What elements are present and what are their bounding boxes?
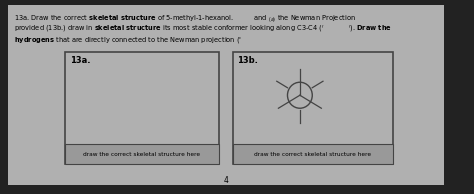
Text: 13b.: 13b. <box>237 56 258 65</box>
Text: $\bf{hydrogens}$ that are directly connected to the Newman projection (': $\bf{hydrogens}$ that are directly conne… <box>14 35 242 45</box>
FancyBboxPatch shape <box>8 5 444 185</box>
FancyBboxPatch shape <box>65 52 219 164</box>
Text: draw the correct skeletal structure here: draw the correct skeletal structure here <box>254 152 371 157</box>
Text: draw the correct skeletal structure here: draw the correct skeletal structure here <box>83 152 201 157</box>
FancyBboxPatch shape <box>233 52 393 164</box>
Text: provided (13b.) draw in $\bf{skeletal\ structure}$ its most stable conformer loo: provided (13b.) draw in $\bf{skeletal\ s… <box>14 24 392 35</box>
FancyBboxPatch shape <box>233 144 393 164</box>
Text: 13a. Draw the correct $\bf{skeletal\ structure}$ of 5-methyl-1-hexanol.         : 13a. Draw the correct $\bf{skeletal\ str… <box>14 13 356 24</box>
FancyBboxPatch shape <box>65 144 219 164</box>
Text: 13a.: 13a. <box>70 56 90 65</box>
Text: 4: 4 <box>224 176 228 185</box>
